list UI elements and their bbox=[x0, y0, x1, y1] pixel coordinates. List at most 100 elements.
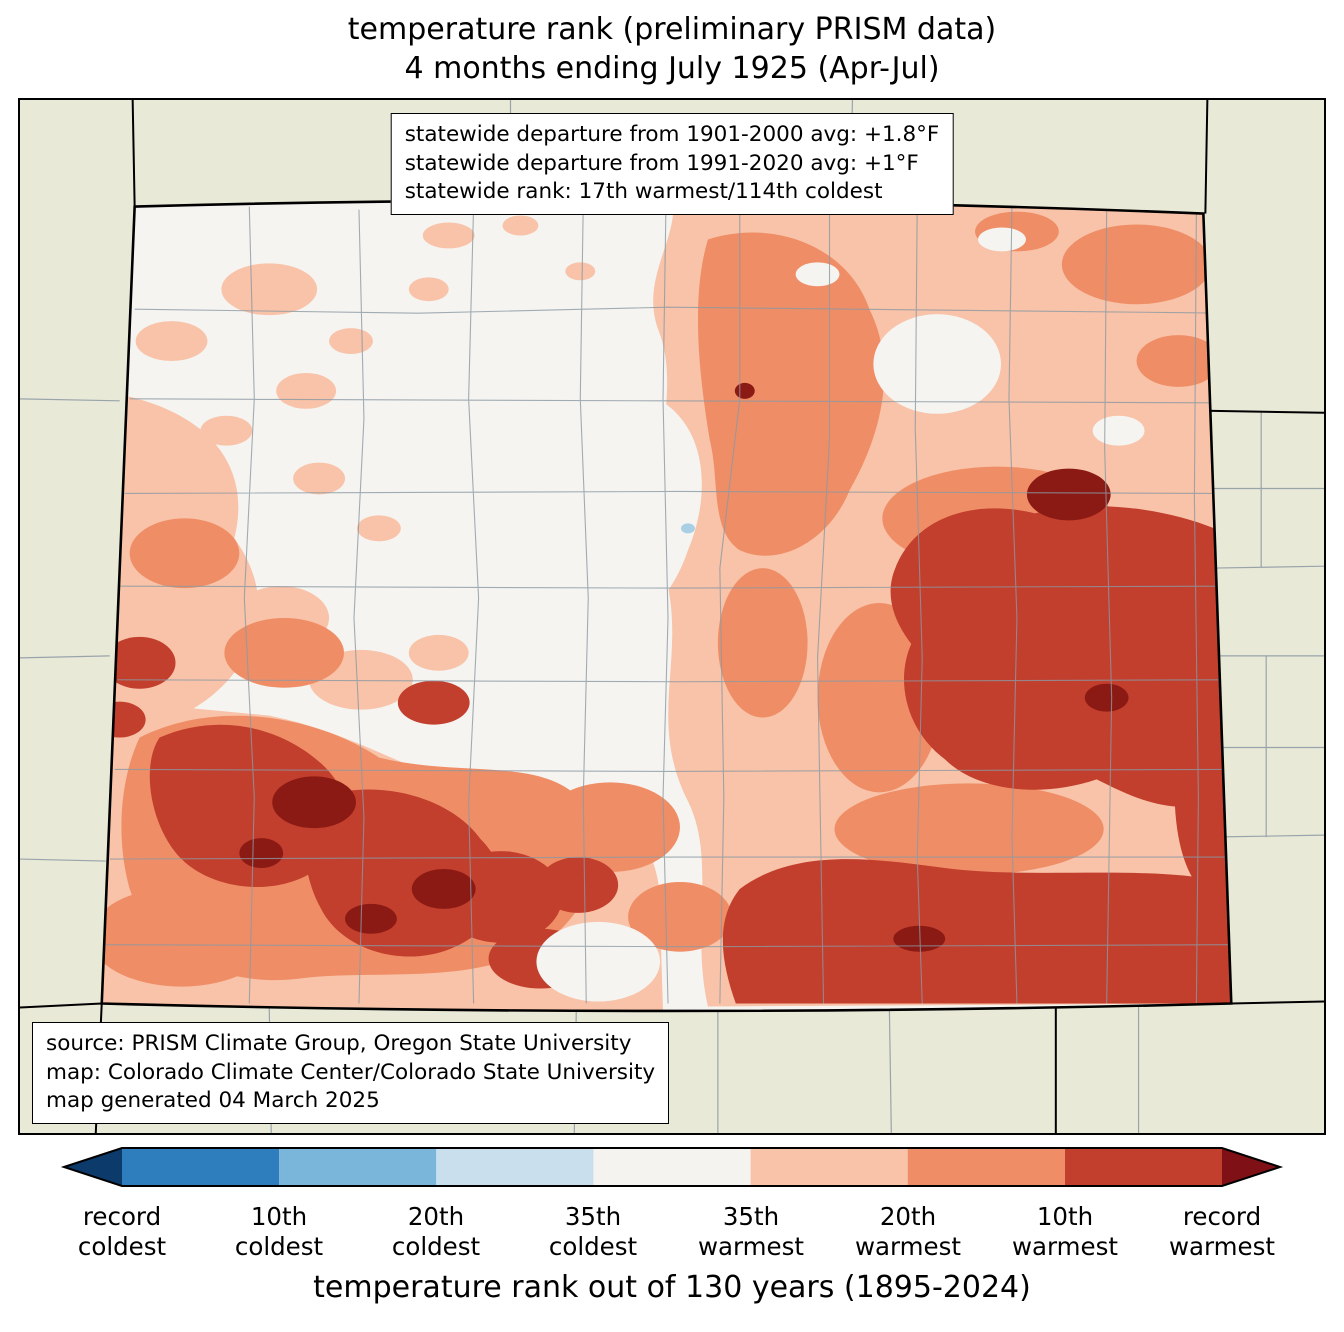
region-cool-dot bbox=[680, 523, 695, 534]
label-bottom: coldest bbox=[391, 1231, 481, 1261]
region-light-warm bbox=[221, 263, 318, 316]
region-warm bbox=[224, 617, 345, 688]
outside-state-borders bbox=[20, 100, 1324, 1133]
label-top: 10th bbox=[250, 1202, 308, 1231]
source-line-3: map generated 04 March 2025 bbox=[46, 1088, 380, 1114]
region-hot bbox=[1174, 785, 1232, 909]
label-top: 35th bbox=[564, 1202, 622, 1231]
colorado-fill-layers bbox=[101, 200, 1232, 1011]
region-normal bbox=[873, 314, 1001, 414]
region-hot bbox=[397, 680, 470, 725]
label-bottom: warmest bbox=[1011, 1231, 1119, 1261]
colorbar bbox=[60, 1147, 1284, 1187]
region-warm bbox=[540, 782, 680, 873]
colorbar-outline bbox=[60, 1147, 1284, 1187]
map-canvas: statewide departure from 1901-2000 avg: … bbox=[18, 98, 1326, 1135]
source-line-1: source: PRISM Climate Group, Oregon Stat… bbox=[46, 1031, 632, 1057]
colorbar-label-35th-warmest: 35th warmest bbox=[698, 1202, 804, 1262]
colorbar-caption: temperature rank out of 130 years (1895-… bbox=[313, 1270, 1031, 1305]
outside-state-border bbox=[20, 100, 1324, 1133]
label-bottom: coldest bbox=[548, 1231, 638, 1261]
colorbar-label-35th-coldest: 35th coldest bbox=[549, 1202, 637, 1262]
region-warm bbox=[628, 881, 732, 952]
label-bottom: coldest bbox=[77, 1231, 167, 1261]
region-light-warm bbox=[422, 222, 475, 249]
colorbar-segment-7 bbox=[1064, 1148, 1223, 1186]
colorbar-segment-6 bbox=[907, 1148, 1065, 1186]
colorbar-label-10th-warmest: 10th warmest bbox=[1012, 1202, 1118, 1262]
region-record bbox=[345, 903, 397, 934]
region-hot bbox=[722, 859, 1232, 1004]
stats-line-1: statewide departure from 1901-2000 avg: … bbox=[404, 122, 940, 147]
colorbar-arrow-record-warmest bbox=[1222, 1148, 1280, 1186]
region-normal bbox=[536, 921, 661, 1002]
region-hot bbox=[149, 724, 347, 888]
region-light-warm bbox=[565, 262, 596, 281]
region-light-warm bbox=[356, 515, 401, 542]
region-warm bbox=[697, 232, 885, 556]
label-top: 35th bbox=[722, 1202, 780, 1231]
region-light-warm bbox=[276, 372, 337, 409]
region-warm bbox=[1136, 335, 1221, 387]
region-warm bbox=[834, 783, 1104, 875]
label-bottom: warmest bbox=[854, 1231, 962, 1261]
region-hot bbox=[438, 851, 563, 943]
region-hot bbox=[890, 506, 1232, 807]
region-normal bbox=[978, 227, 1026, 252]
region-light-warm bbox=[408, 634, 469, 671]
label-bottom: coldest bbox=[234, 1231, 324, 1261]
region-record bbox=[239, 838, 284, 869]
region-light-warm bbox=[200, 415, 253, 446]
colorbar-segment-3 bbox=[436, 1148, 594, 1186]
title-line-2: 4 months ending July 1925 (Apr-Jul) bbox=[404, 51, 940, 86]
region-hot bbox=[538, 857, 619, 913]
region-record bbox=[893, 925, 946, 952]
title-line-1: temperature rank (preliminary PRISM data… bbox=[347, 12, 997, 47]
stats-line-3: statewide rank: 17th warmest/114th colde… bbox=[404, 179, 883, 205]
stats-line-2: statewide departure from 1991-2020 avg: … bbox=[404, 150, 919, 176]
region-record bbox=[734, 382, 755, 399]
label-top: record bbox=[1182, 1202, 1262, 1231]
label-bottom: warmest bbox=[697, 1231, 805, 1261]
region-normal bbox=[478, 677, 569, 738]
colorado-map bbox=[20, 100, 1324, 1133]
label-top: record bbox=[82, 1202, 162, 1231]
colorbar-label-record-warmest: record warmest bbox=[1169, 1202, 1275, 1262]
label-top: 10th bbox=[1036, 1202, 1094, 1231]
region-light-warm bbox=[293, 462, 346, 495]
region-warm bbox=[101, 886, 274, 987]
regions-10th-warmest bbox=[101, 506, 1232, 1004]
region-record bbox=[1084, 683, 1129, 712]
stats-box: statewide departure from 1901-2000 avg: … bbox=[390, 113, 954, 215]
region-light-warm bbox=[502, 215, 539, 236]
colorbar-segment-1 bbox=[122, 1148, 280, 1186]
region-light-warm bbox=[329, 328, 373, 355]
county-lines bbox=[105, 200, 1232, 1004]
label-bottom: warmest bbox=[1168, 1231, 1276, 1261]
label-top: 20th bbox=[407, 1202, 465, 1231]
colorbar-label-20th-warmest: 20th warmest bbox=[855, 1202, 961, 1262]
region-light-warm bbox=[135, 321, 208, 361]
colorbar-segment-2 bbox=[279, 1148, 437, 1186]
region-warm bbox=[129, 518, 240, 589]
region-normal bbox=[1092, 415, 1145, 446]
label-top: 20th bbox=[879, 1202, 937, 1231]
colorbar-segment-5 bbox=[750, 1148, 908, 1186]
region-normal bbox=[795, 262, 840, 287]
region-record bbox=[1026, 468, 1111, 521]
source-box: source: PRISM Climate Group, Oregon Stat… bbox=[32, 1022, 670, 1124]
figure-title: temperature rank (preliminary PRISM data… bbox=[0, 10, 1344, 88]
regions-near-normal bbox=[419, 227, 1145, 1002]
source-line-2: map: Colorado Climate Center/Colorado St… bbox=[46, 1059, 656, 1085]
county-line bbox=[105, 200, 1232, 1004]
region-light-warm bbox=[408, 277, 449, 302]
colorbar-arrow-record-coldest bbox=[64, 1148, 122, 1186]
region-warm bbox=[717, 568, 808, 718]
colorbar-segment-4 bbox=[593, 1148, 751, 1186]
region-warm bbox=[1061, 224, 1212, 305]
colorbar-label-10th-coldest: 10th coldest bbox=[235, 1202, 323, 1262]
region-normal bbox=[419, 369, 702, 662]
colorbar-label-20th-coldest: 20th coldest bbox=[392, 1202, 480, 1262]
regions-record-warmest bbox=[239, 382, 1129, 952]
